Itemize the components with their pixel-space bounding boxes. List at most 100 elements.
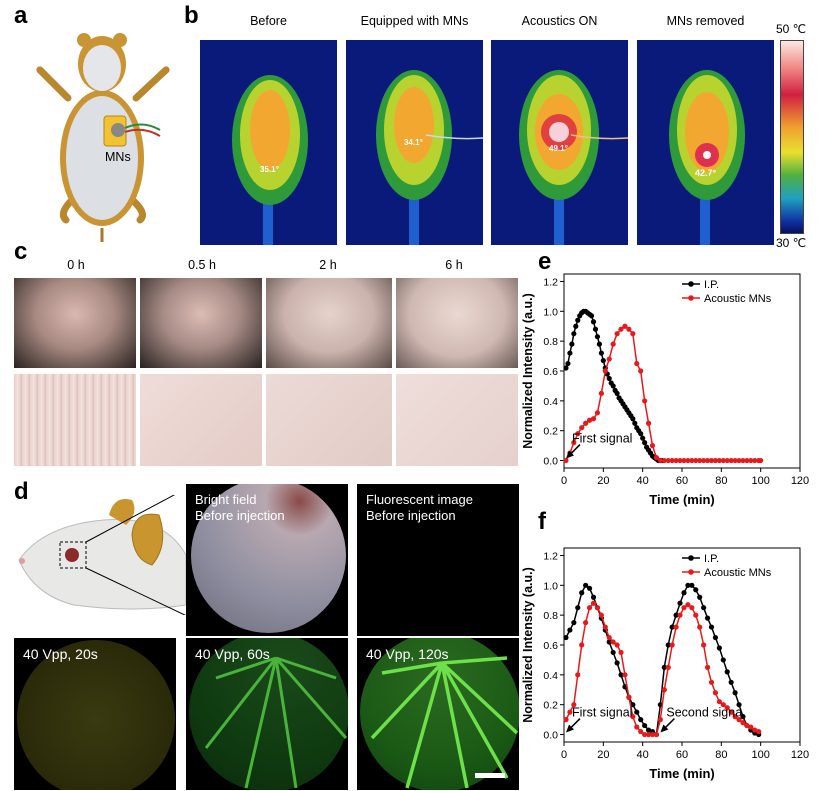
data-point bbox=[645, 731, 652, 738]
data-point bbox=[638, 717, 644, 723]
panel-label-c: c bbox=[14, 238, 28, 265]
data-point bbox=[740, 720, 746, 726]
data-point bbox=[575, 317, 581, 323]
temp-removed: 42.7° bbox=[695, 168, 717, 178]
data-point bbox=[642, 722, 648, 729]
fundus-120s: 40 Vpp, 120s bbox=[357, 638, 519, 790]
thermal-title-acoustics-on: Acoustics ON bbox=[521, 14, 598, 28]
data-point bbox=[701, 642, 707, 648]
data-point bbox=[673, 612, 679, 618]
thermal-image-equipped: 34.1° bbox=[346, 40, 483, 245]
data-point bbox=[728, 709, 734, 715]
data-point bbox=[632, 420, 638, 426]
temp-before: 35.1° bbox=[260, 165, 279, 174]
data-point bbox=[606, 356, 612, 362]
y-tick-label: 0.0 bbox=[543, 456, 558, 468]
data-point bbox=[708, 457, 715, 464]
annotation-arrowhead bbox=[566, 724, 574, 733]
data-point bbox=[665, 664, 671, 670]
data-point bbox=[697, 624, 703, 630]
chart-f: 0 20 40 60 80 100 120 0.0 0.2 0.4 0.6 0.8 1.0 1.2 Time… bbox=[521, 547, 809, 781]
data-point bbox=[594, 334, 601, 340]
y-tick-label: 0.0 bbox=[543, 730, 558, 742]
fundus-20s: 40 Vpp, 20s bbox=[14, 638, 176, 790]
bright-field-caption: Bright field Before injection bbox=[195, 492, 285, 524]
fluor-caption: Fluorescent image Before injection bbox=[366, 492, 473, 524]
x-tick-label: 40 bbox=[637, 475, 649, 487]
x-axis-label: Time (min) bbox=[649, 766, 715, 781]
time-label-2h: 2 h bbox=[319, 258, 337, 272]
data-point bbox=[579, 425, 585, 431]
x-tick-label: 0 bbox=[561, 475, 567, 487]
scale-min-label: 30 ℃ bbox=[776, 236, 807, 250]
y-tick-label: 0.4 bbox=[543, 670, 558, 682]
x-tick-label: 60 bbox=[676, 749, 688, 761]
data-point bbox=[732, 690, 738, 696]
data-point bbox=[701, 605, 707, 611]
data-point bbox=[673, 457, 679, 464]
data-point bbox=[645, 420, 652, 426]
data-point bbox=[563, 457, 569, 464]
data-point bbox=[594, 410, 601, 416]
data-point bbox=[732, 714, 738, 720]
data-point bbox=[638, 728, 644, 735]
y-tick-label: 0.2 bbox=[543, 426, 558, 438]
skin-photo-05h bbox=[140, 278, 262, 368]
data-point bbox=[708, 679, 715, 685]
legend-label: Acoustic MNs bbox=[704, 293, 772, 305]
data-point bbox=[752, 727, 758, 733]
micro-photo-05h bbox=[140, 374, 262, 466]
data-point bbox=[649, 443, 656, 449]
data-point bbox=[712, 634, 719, 641]
x-tick-label: 60 bbox=[676, 475, 688, 487]
data-point bbox=[600, 357, 606, 364]
data-point bbox=[642, 440, 648, 446]
data-point bbox=[634, 724, 640, 730]
data-point bbox=[677, 457, 683, 464]
thermal-image-acoustics-on: 49.1° bbox=[491, 40, 628, 245]
fundus-bright-field: Bright field Before injection bbox=[186, 484, 348, 636]
data-point bbox=[712, 690, 719, 696]
y-tick-label: 1.2 bbox=[543, 276, 558, 288]
data-point bbox=[567, 709, 573, 715]
legend-label: Acoustic MNs bbox=[704, 567, 772, 579]
data-point bbox=[661, 687, 667, 693]
data-point bbox=[563, 365, 569, 371]
annotation-text: First signal bbox=[572, 432, 632, 446]
data-point bbox=[596, 341, 602, 347]
mns-label: MNs bbox=[105, 150, 131, 164]
fluor-title: Fluorescent image bbox=[366, 492, 473, 507]
thermal-image-before: 35.1° bbox=[200, 40, 337, 245]
data-point bbox=[614, 331, 620, 337]
data-point bbox=[649, 731, 656, 738]
data-point bbox=[575, 605, 581, 611]
data-point bbox=[634, 709, 640, 715]
data-point bbox=[716, 457, 722, 464]
scale-max-label: 50 ℃ bbox=[776, 22, 807, 36]
data-point bbox=[598, 390, 604, 396]
micro-photo-6h bbox=[396, 374, 518, 466]
data-point bbox=[685, 457, 691, 464]
y-tick-label: 1.0 bbox=[543, 580, 558, 592]
data-point bbox=[590, 416, 597, 422]
data-point bbox=[583, 420, 589, 426]
data-point bbox=[626, 326, 632, 332]
data-point bbox=[736, 717, 742, 723]
data-point bbox=[716, 645, 722, 651]
annotation-arrowhead bbox=[660, 724, 669, 733]
data-point bbox=[610, 341, 616, 347]
data-point bbox=[677, 612, 683, 618]
data-point bbox=[701, 457, 707, 464]
y-axis-label: Normalized Intensity (a.u.) bbox=[521, 293, 535, 449]
temp-equipped: 34.1° bbox=[404, 138, 423, 147]
panel-label-b: b bbox=[184, 2, 199, 29]
x-tick-label: 120 bbox=[791, 475, 809, 487]
data-point bbox=[626, 694, 632, 700]
data-point bbox=[724, 705, 730, 711]
data-point bbox=[569, 341, 575, 347]
scale-bar bbox=[475, 773, 505, 778]
data-point bbox=[697, 594, 703, 600]
time-label-6h: 6 h bbox=[445, 258, 463, 272]
data-point bbox=[724, 457, 730, 464]
data-point bbox=[657, 457, 663, 464]
